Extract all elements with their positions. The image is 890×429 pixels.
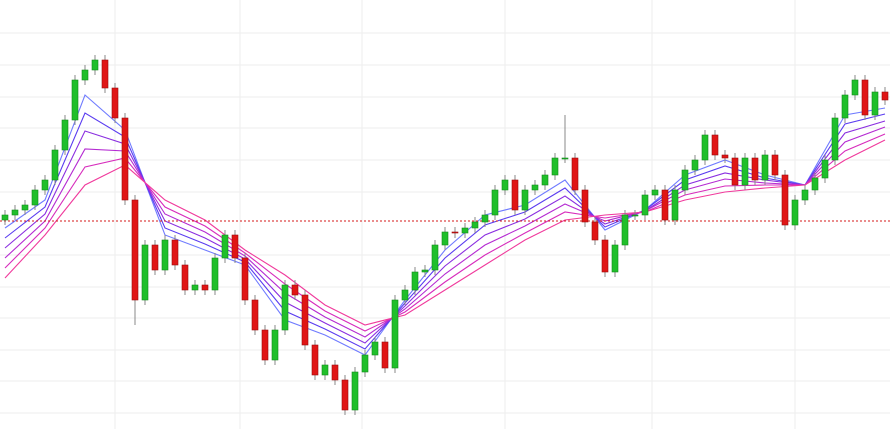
candle-body [521, 189, 529, 211]
candle-body [161, 239, 169, 271]
candle-body [91, 59, 99, 71]
candle-body [831, 117, 839, 161]
candle-body [261, 329, 269, 361]
candle-body [301, 294, 309, 346]
candle-body [61, 119, 69, 151]
candle-body [181, 264, 189, 291]
candle-body [721, 154, 729, 159]
candle-body [771, 154, 779, 176]
candle-body [31, 189, 39, 206]
candle-body [751, 157, 759, 181]
candle-body [391, 299, 399, 369]
candle-body [421, 269, 429, 273]
candle-body [681, 169, 689, 191]
moving-averages [4, 94, 886, 356]
candle-body [671, 189, 679, 221]
candle-body [331, 364, 339, 381]
candle-body [241, 257, 249, 301]
candle-body [51, 149, 59, 181]
candle-body [881, 91, 889, 101]
candle-body [741, 157, 749, 186]
candle-body [81, 69, 89, 81]
candle-body [221, 234, 229, 259]
candle-body [171, 239, 179, 266]
candle-body [151, 244, 159, 271]
candle-body [491, 189, 499, 216]
candle-body [661, 189, 669, 221]
candle-body [191, 284, 199, 291]
candle-body [271, 329, 279, 361]
moving-average-line [4, 133, 886, 332]
candle-body [641, 194, 649, 216]
candle-body [551, 157, 559, 176]
candle-body [781, 174, 789, 226]
candle-body [691, 159, 699, 171]
candle-body [441, 231, 449, 246]
candle-body [101, 59, 109, 89]
candle-body [591, 221, 599, 241]
candle-body [21, 204, 29, 211]
candle-body [611, 244, 619, 273]
candle-body [341, 379, 349, 411]
candle-body [411, 271, 419, 291]
candle-body [231, 234, 239, 259]
candle-body [41, 179, 49, 191]
candle-body [791, 199, 799, 226]
candle-body [851, 79, 859, 96]
candle-body [481, 214, 489, 223]
moving-average-line [4, 139, 886, 326]
candle-body [711, 134, 719, 156]
candle-body [871, 91, 879, 116]
moving-average-line [4, 120, 886, 344]
candle-body [141, 244, 149, 301]
candle-body [511, 179, 519, 211]
candle-body [211, 257, 219, 291]
candle-body [841, 94, 849, 119]
candle-body [501, 179, 509, 191]
candle-body [761, 154, 769, 181]
candle-body [811, 177, 819, 191]
candle-body [251, 299, 259, 331]
candle-body [541, 174, 549, 186]
candle-body [601, 239, 609, 273]
candle-body [371, 341, 379, 356]
candle-body [381, 341, 389, 369]
candle-body [111, 87, 119, 119]
candle-body [11, 209, 19, 216]
candle-body [121, 117, 129, 201]
candle-body [291, 284, 299, 296]
candle-body [621, 214, 629, 246]
candle-body [821, 159, 829, 179]
candle-body [631, 214, 639, 217]
candle-body [731, 157, 739, 186]
candle-body [651, 189, 659, 196]
candle-body [561, 157, 569, 160]
candle-body [131, 199, 139, 301]
candle-body [801, 189, 809, 201]
candle-body [361, 354, 369, 373]
candle-body [71, 79, 79, 121]
moving-average-line [4, 126, 886, 338]
candle-body [321, 364, 329, 376]
candle-body [701, 134, 709, 161]
candles [1, 55, 889, 415]
candle-body [1, 214, 9, 221]
candle-body [451, 231, 459, 234]
candle-body [471, 221, 479, 229]
candle-body [431, 244, 439, 271]
candle-body [281, 284, 289, 331]
moving-average-line [4, 112, 886, 350]
candle-body [201, 284, 209, 291]
candle-body [581, 189, 589, 223]
candle-body [311, 344, 319, 376]
candle-body [461, 227, 469, 234]
candle-body [351, 371, 359, 411]
candle-body [401, 289, 409, 301]
candle-body [861, 79, 869, 116]
candle-body [571, 157, 579, 191]
candle-body [531, 184, 539, 191]
